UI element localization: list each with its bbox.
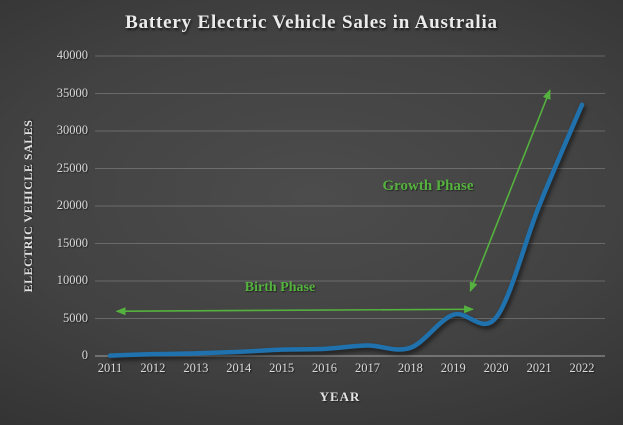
y-tick-label: 35000	[56, 85, 88, 100]
y-tick-label: 5000	[63, 310, 88, 325]
y-tick-label: 40000	[56, 48, 88, 62]
x-tick-label: 2018	[397, 361, 423, 375]
y-tick-label: 30000	[56, 123, 88, 137]
growth-phase-label: Growth Phase	[382, 178, 474, 194]
x-tick-label: 2013	[183, 361, 209, 375]
x-tick-label: 2021	[526, 361, 552, 375]
x-tick-label: 2012	[140, 361, 166, 375]
y-tick-label: 25000	[56, 160, 88, 175]
birth-phase-arrow	[115, 305, 475, 316]
x-tick-label: 2011	[97, 361, 123, 375]
x-tick-label: 2020	[483, 361, 509, 375]
y-tick-label: 0	[81, 348, 88, 362]
x-axis-title: YEAR	[319, 389, 361, 404]
x-tick-label: 2017	[354, 361, 380, 375]
y-tick-label: 20000	[56, 198, 88, 212]
y-tick-label: 15000	[56, 235, 88, 250]
growth-phase-arrow	[469, 89, 551, 293]
x-tick-label: 2016	[312, 361, 338, 375]
x-tick-label: 2019	[440, 361, 466, 375]
chart-title: Battery Electric Vehicle Sales in Austra…	[125, 12, 498, 33]
y-axis-title: ELECTRIC VEHICLE SALES	[21, 119, 35, 293]
birth-phase-label: Birth Phase	[244, 280, 316, 295]
x-tick-label: 2015	[269, 361, 295, 375]
x-tick-label: 2014	[226, 361, 252, 375]
sales-line-series	[107, 102, 585, 358]
y-tick-label: 10000	[56, 273, 88, 287]
x-tick-label: 2022	[569, 361, 595, 375]
